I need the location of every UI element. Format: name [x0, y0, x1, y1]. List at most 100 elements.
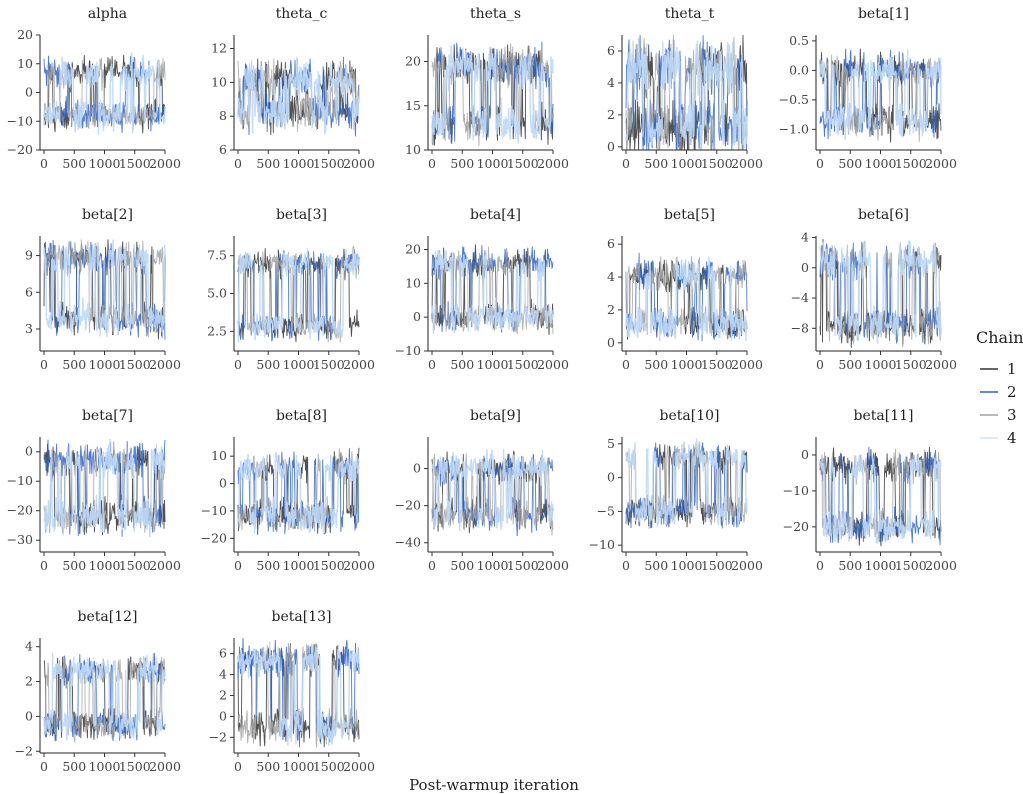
x-tick-label: 1500 [313, 357, 345, 372]
trace-chain-4 [431, 448, 554, 531]
y-tick-label: 6 [219, 646, 227, 661]
x-tick-label: 2000 [343, 357, 375, 372]
trace-lines [625, 252, 748, 342]
legend-entry-2: 2 [980, 383, 1017, 401]
x-tick-label: 1000 [671, 357, 703, 372]
x-tick-label: 1500 [507, 156, 539, 171]
y-tick-label: 4 [607, 269, 615, 284]
trace-chain-4 [819, 454, 942, 544]
y-tick-label: 2 [607, 302, 615, 317]
x-tick-label: 500 [644, 156, 668, 171]
trace-chain-4 [237, 56, 360, 135]
trace-lines [237, 245, 360, 343]
x-tick-label: 1000 [89, 558, 121, 573]
x-tick-label: 500 [450, 357, 474, 372]
trace-chain-4 [43, 439, 166, 538]
x-tick-label: 0 [40, 558, 48, 573]
y-tick-label: 15 [405, 98, 421, 113]
panel-title: beta[8] [276, 408, 327, 424]
x-tick-label: 1000 [283, 357, 315, 372]
y-tick-label: −1.0 [779, 121, 809, 136]
y-tick-label: −20 [7, 142, 33, 157]
x-tick-label: 1000 [477, 558, 509, 573]
x-tick-label: 500 [838, 558, 862, 573]
y-tick-label: −20 [395, 498, 421, 513]
x-tick-label: 1000 [283, 558, 315, 573]
x-tick-label: 500 [256, 558, 280, 573]
x-tick-label: 2000 [925, 357, 957, 372]
y-tick-label: 20 [405, 242, 421, 257]
trace-chain-4 [431, 249, 554, 335]
y-tick-label: −20 [7, 503, 33, 518]
y-tick-label: −10 [395, 343, 421, 358]
panel-title: beta[10] [660, 408, 720, 424]
y-tick-label: 0 [607, 470, 615, 485]
x-tick-label: 2000 [537, 357, 569, 372]
y-tick-label: −10 [589, 537, 615, 552]
panel-title: beta[9] [470, 408, 521, 424]
x-tick-label: 2000 [343, 156, 375, 171]
y-tick-label: 9 [25, 248, 33, 263]
x-tick-label: 1500 [313, 558, 345, 573]
x-tick-label: 1500 [119, 759, 151, 774]
trace-lines [237, 637, 360, 748]
x-tick-label: 500 [450, 558, 474, 573]
x-tick-label: 2000 [343, 558, 375, 573]
x-tick-label: 1500 [119, 357, 151, 372]
trace-chain-4 [43, 52, 166, 135]
x-tick-label: 0 [622, 357, 630, 372]
x-tick-label: 1500 [701, 558, 733, 573]
x-tick-label: 1500 [507, 357, 539, 372]
trace-chain-4 [625, 37, 748, 151]
legend-entry-4: 4 [980, 429, 1017, 447]
y-tick-label: 7.5 [207, 248, 227, 263]
x-tick-label: 0 [234, 558, 242, 573]
y-tick-label: −10 [783, 483, 809, 498]
x-tick-label: 1000 [865, 558, 897, 573]
y-tick-label: 12 [211, 41, 227, 56]
panel-title: beta[4] [470, 207, 521, 223]
trace-lines [431, 41, 554, 147]
x-tick-label: 1000 [477, 357, 509, 372]
x-tick-label: 1500 [313, 156, 345, 171]
y-tick-label: 0 [25, 85, 33, 100]
x-tick-label: 2000 [343, 759, 375, 774]
y-tick-label: 0 [607, 139, 615, 154]
trace-chain-4 [237, 248, 360, 343]
x-tick-label: 0 [816, 558, 824, 573]
x-tick-label: 0 [40, 759, 48, 774]
trace-chain-3 [431, 452, 554, 536]
y-tick-label: 10 [211, 74, 227, 89]
trace-lines [431, 244, 554, 335]
trace-lines [625, 438, 748, 530]
trace-chain-3 [43, 653, 166, 743]
x-axis-title: Post-warmup iteration [409, 776, 579, 794]
x-tick-label: 500 [62, 357, 86, 372]
y-tick-label: −2 [15, 743, 33, 758]
trace-chain-4 [43, 652, 166, 741]
y-tick-label: −10 [7, 113, 33, 128]
x-tick-label: 0 [234, 156, 242, 171]
y-tick-label: 20 [405, 54, 421, 69]
x-tick-label: 1500 [895, 357, 927, 372]
y-tick-label: 4 [801, 230, 809, 245]
x-tick-label: 2000 [925, 156, 957, 171]
y-tick-label: −30 [7, 532, 33, 547]
panel-title: beta[12] [78, 609, 138, 625]
legend: Chain 1 2 3 4 [976, 328, 1023, 447]
x-tick-label: 2000 [731, 558, 763, 573]
panel-title: beta[11] [854, 408, 914, 424]
legend-title: Chain [976, 328, 1023, 347]
y-tick-label: −4 [791, 290, 809, 305]
legend-label: 2 [1007, 383, 1017, 401]
y-tick-label: 3 [25, 321, 33, 336]
y-tick-label: 6 [25, 284, 33, 299]
